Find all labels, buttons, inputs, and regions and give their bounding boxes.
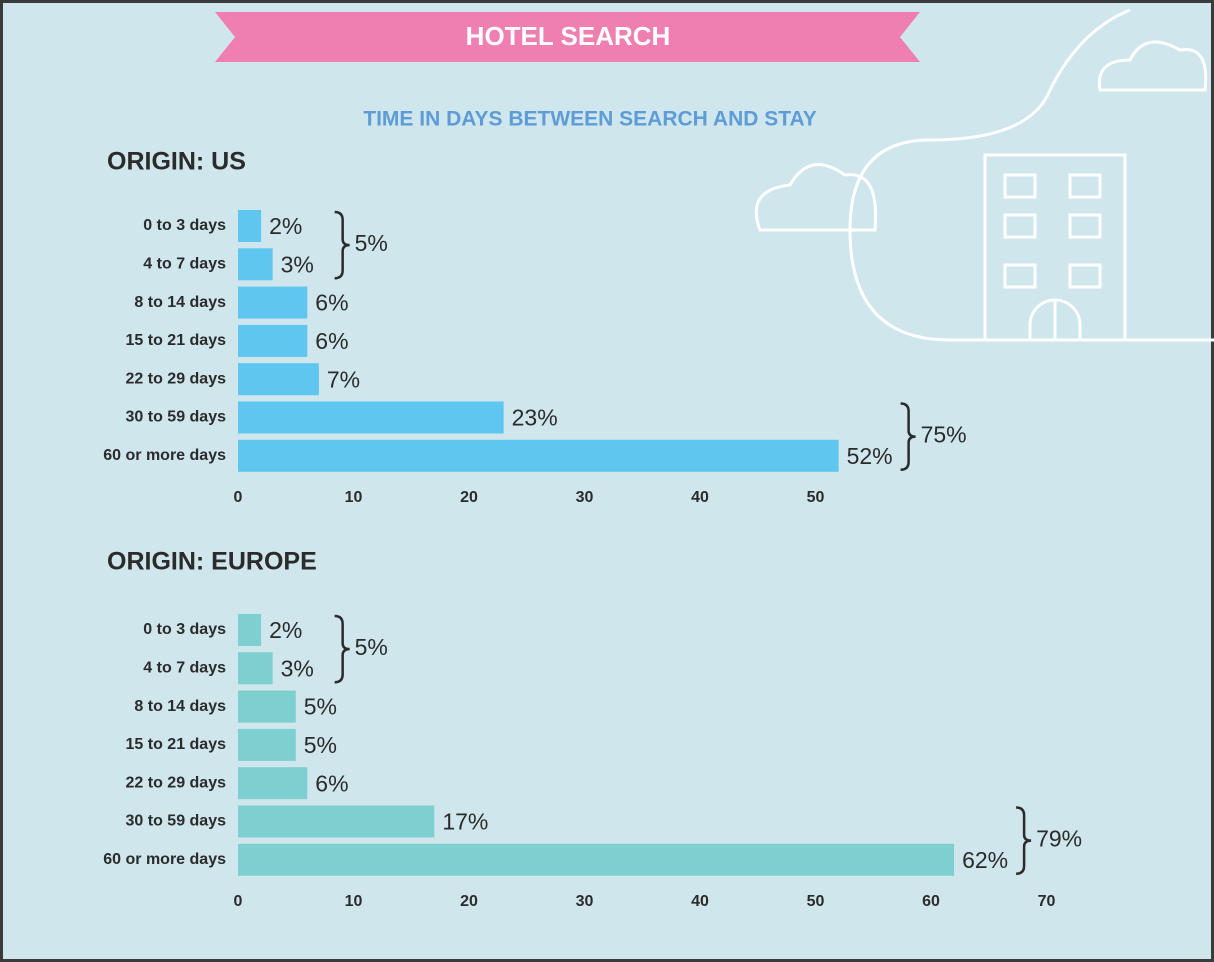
- bar: [238, 844, 954, 876]
- bar: [238, 614, 261, 646]
- value-label: 5%: [304, 732, 337, 758]
- value-label: 6%: [315, 770, 348, 796]
- bar: [238, 287, 307, 319]
- subtitle: TIME IN DAYS BETWEEN SEARCH AND STAY: [363, 108, 817, 131]
- bar: [238, 767, 307, 799]
- value-label: 52%: [847, 443, 893, 469]
- category-label: 22 to 29 days: [126, 774, 227, 791]
- bracket-label: 5%: [355, 230, 388, 256]
- chart-title: ORIGIN: EUROPE: [107, 548, 317, 576]
- bar: [238, 806, 434, 838]
- x-tick-label: 30: [576, 893, 594, 910]
- category-label: 30 to 59 days: [126, 409, 227, 426]
- bar: [238, 325, 307, 357]
- bar: [238, 363, 319, 395]
- bar: [238, 210, 261, 242]
- category-label: 22 to 29 days: [126, 370, 227, 387]
- bar: [238, 440, 839, 472]
- x-tick-label: 50: [807, 489, 825, 506]
- bracket-label: 79%: [1036, 826, 1082, 852]
- infographic: HOTEL SEARCH TIME IN DAYS BETWEEN SEARCH…: [0, 0, 1214, 962]
- value-label: 62%: [962, 847, 1008, 873]
- x-tick-label: 70: [1038, 893, 1056, 910]
- category-label: 15 to 21 days: [126, 736, 227, 753]
- bar: [238, 729, 296, 761]
- category-label: 0 to 3 days: [143, 621, 226, 638]
- value-label: 7%: [327, 366, 360, 392]
- x-tick-label: 0: [234, 489, 243, 506]
- x-tick-label: 20: [460, 489, 478, 506]
- bar: [238, 652, 273, 684]
- category-label: 0 to 3 days: [143, 217, 226, 234]
- value-label: 3%: [281, 251, 314, 277]
- value-label: 6%: [315, 328, 348, 354]
- x-tick-label: 10: [345, 489, 363, 506]
- x-tick-label: 40: [691, 893, 709, 910]
- value-label: 6%: [315, 290, 348, 316]
- bracket-label: 5%: [355, 634, 388, 660]
- value-label: 17%: [442, 809, 488, 835]
- x-tick-label: 50: [807, 893, 825, 910]
- category-label: 4 to 7 days: [143, 660, 226, 677]
- category-label: 8 to 14 days: [134, 294, 226, 311]
- category-label: 15 to 21 days: [126, 332, 227, 349]
- bracket-label: 75%: [921, 422, 967, 448]
- x-tick-label: 30: [576, 489, 594, 506]
- x-tick-label: 60: [922, 893, 940, 910]
- value-label: 23%: [512, 405, 558, 431]
- category-label: 60 or more days: [103, 851, 226, 868]
- bar: [238, 402, 504, 434]
- value-label: 2%: [269, 617, 302, 643]
- category-label: 4 to 7 days: [143, 256, 226, 273]
- value-label: 5%: [304, 694, 337, 720]
- bar: [238, 691, 296, 723]
- category-label: 8 to 14 days: [134, 698, 226, 715]
- title: HOTEL SEARCH: [466, 21, 671, 51]
- chart-title: ORIGIN: US: [107, 148, 246, 176]
- x-tick-label: 10: [345, 893, 363, 910]
- value-label: 3%: [281, 655, 314, 681]
- value-label: 2%: [269, 213, 302, 239]
- category-label: 60 or more days: [103, 447, 226, 464]
- x-tick-label: 20: [460, 893, 478, 910]
- x-tick-label: 40: [691, 489, 709, 506]
- category-label: 30 to 59 days: [126, 813, 227, 830]
- x-tick-label: 0: [234, 893, 243, 910]
- bar: [238, 248, 273, 280]
